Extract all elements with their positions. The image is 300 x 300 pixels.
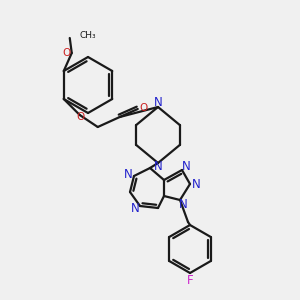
Text: O: O (63, 48, 71, 58)
Text: N: N (154, 160, 162, 173)
Text: N: N (178, 197, 188, 211)
Text: N: N (192, 178, 200, 190)
Text: N: N (154, 97, 162, 110)
Text: F: F (187, 274, 193, 287)
Text: N: N (124, 169, 132, 182)
Text: CH₃: CH₃ (80, 32, 96, 40)
Text: O: O (140, 103, 148, 113)
Text: N: N (182, 160, 190, 173)
Text: O: O (76, 112, 85, 122)
Text: N: N (130, 202, 140, 214)
